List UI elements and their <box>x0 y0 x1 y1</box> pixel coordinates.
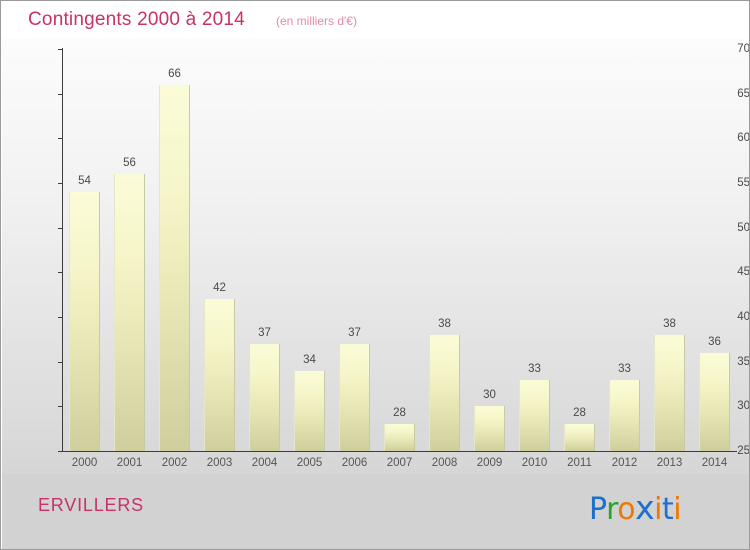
x-axis-label-2005: 2005 <box>296 457 323 469</box>
y-axis-tick-label: 25 <box>737 445 750 457</box>
bar-value-label-2013: 38 <box>663 317 676 330</box>
y-axis-tick-label: 50 <box>737 221 750 234</box>
x-axis-label-2004: 2004 <box>251 457 278 469</box>
x-axis-label-2011: 2011 <box>567 457 592 469</box>
x-axis-label-2007: 2007 <box>386 457 413 469</box>
bar-value-label-2010: 33 <box>528 362 541 375</box>
logo-letter-p: P <box>589 492 607 527</box>
bar-value-label-2006: 37 <box>348 326 361 339</box>
y-axis-tick-label: 35 <box>737 355 750 368</box>
logo-letter-o: o <box>617 492 636 527</box>
bar-2001[interactable] <box>114 174 145 451</box>
x-axis-label-2012: 2012 <box>611 457 638 469</box>
x-axis-label-2013: 2013 <box>656 457 683 469</box>
y-axis-tick-label: 45 <box>737 266 750 279</box>
bar-value-label-2009: 30 <box>483 389 496 402</box>
chart-subtitle: (en milliers d'€) <box>276 14 357 28</box>
bar-value-label-2014: 36 <box>708 335 721 348</box>
bar-2013[interactable] <box>654 334 685 451</box>
bar-value-label-2003: 42 <box>213 282 226 295</box>
y-axis-tick-label: 70 <box>737 43 750 55</box>
logo-letter-x: x <box>635 488 655 527</box>
chart-footer: ERVILLERS Proxiti <box>2 474 749 549</box>
page-title: Contingents 2000 à 2014 <box>28 9 245 30</box>
x-axis-label-2010: 2010 <box>521 457 548 469</box>
y-axis-tick-label: 60 <box>737 132 750 145</box>
plot-area: 25 30 35 40 45 50 55 60 65 70 54 56 66 42 37 34 37 28 38 3… <box>2 39 750 474</box>
bar-2012[interactable] <box>609 379 640 451</box>
bar-value-label-2004: 37 <box>258 326 271 339</box>
bar-value-label-2001: 56 <box>123 157 136 170</box>
bar-2000[interactable] <box>69 191 100 451</box>
bar-value-label-2007: 28 <box>393 407 406 420</box>
bar-value-label-2011: 28 <box>573 407 586 420</box>
logo-letter-t: t <box>662 492 674 527</box>
x-axis-label-2006: 2006 <box>341 457 368 469</box>
logo-letter-r: r <box>606 492 618 527</box>
place-name: ERVILLERS <box>38 495 144 515</box>
bar-2004[interactable] <box>249 343 280 451</box>
y-axis-tick-label: 40 <box>737 311 750 323</box>
bar-2008[interactable] <box>429 334 460 451</box>
x-axis-label-2001: 2001 <box>116 457 143 469</box>
bar-2011[interactable] <box>564 424 595 451</box>
bar-2003[interactable] <box>204 299 235 451</box>
bar-value-label-2000: 54 <box>78 174 91 187</box>
x-axis-label-2008: 2008 <box>431 457 458 469</box>
bar-2007[interactable] <box>384 424 415 451</box>
bar-value-label-2005: 34 <box>303 353 316 366</box>
y-axis-tick <box>58 317 63 318</box>
chart-header: Contingents 2000 à 2014 (en milliers d'€… <box>1 1 749 39</box>
bar-2010[interactable] <box>519 379 550 451</box>
bar-value-label-2002: 66 <box>168 67 181 80</box>
x-axis-label-2002: 2002 <box>161 457 188 469</box>
y-axis-tick-label: 55 <box>737 177 750 189</box>
proxiti-logo[interactable]: Proxiti <box>589 488 682 527</box>
y-axis-tick <box>58 183 63 184</box>
bar-2009[interactable] <box>474 406 505 451</box>
x-axis-label-2009: 2009 <box>476 457 503 469</box>
y-axis-tick <box>58 227 63 229</box>
x-axis-label-2003: 2003 <box>206 457 233 469</box>
y-axis-tick <box>58 49 63 50</box>
y-axis-tick-label: 30 <box>737 400 750 413</box>
logo-letter-i2: i <box>673 492 682 527</box>
bar-2014[interactable] <box>699 352 730 451</box>
y-axis-tick <box>58 361 63 363</box>
y-axis-tick <box>58 406 63 408</box>
x-axis-label-2014: 2014 <box>701 457 728 469</box>
x-axis-line <box>62 451 737 452</box>
y-axis-tick <box>58 93 63 95</box>
x-axis-label-2000: 2000 <box>71 457 98 469</box>
bar-2005[interactable] <box>294 370 325 451</box>
bar-2006[interactable] <box>339 343 370 451</box>
bar-2002[interactable] <box>159 84 190 451</box>
y-axis-tick <box>58 272 63 274</box>
y-axis-tick <box>58 451 63 452</box>
bar-value-label-2012: 33 <box>618 362 631 375</box>
logo-letter-i1: i <box>654 492 662 527</box>
y-axis-line <box>62 48 63 452</box>
y-axis-tick <box>58 138 63 140</box>
y-axis-tick-label: 65 <box>737 87 750 100</box>
bar-value-label-2008: 38 <box>438 317 451 330</box>
